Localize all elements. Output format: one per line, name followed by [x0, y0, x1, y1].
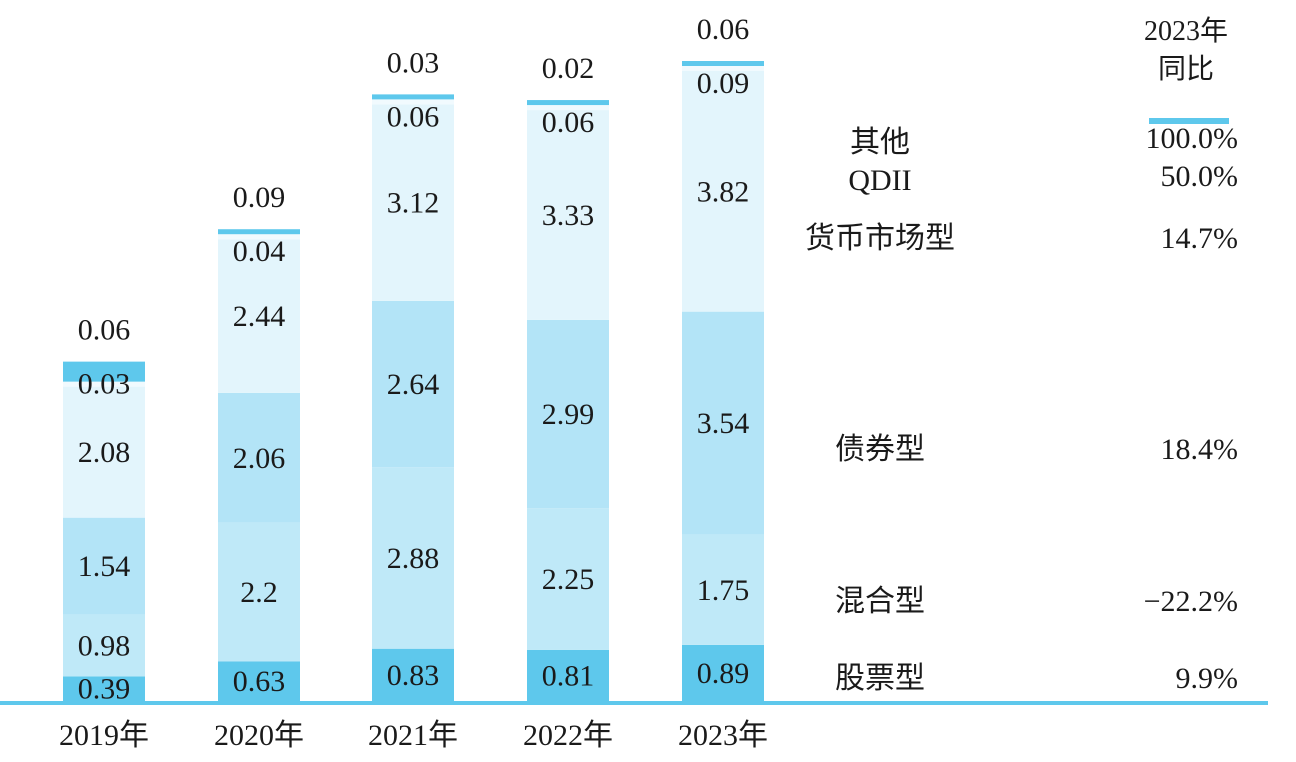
legend-label: 股票型: [835, 662, 925, 695]
data-label: 0.06: [387, 100, 440, 133]
yoy-value: 18.4%: [1161, 433, 1239, 466]
data-label: 0.81: [542, 659, 595, 692]
data-label: 3.12: [387, 187, 440, 220]
yoy-header-line1: 2023年: [1144, 15, 1228, 47]
bar-segment: [63, 614, 145, 677]
yoy-header-accent: [1149, 118, 1229, 124]
bar-segment: [527, 105, 609, 111]
bar-segment: [372, 467, 454, 649]
data-label: 2.99: [542, 398, 595, 431]
x-tick-label: 2022年: [523, 719, 613, 752]
legend: 股票型 混合型 债券型 货币市场型 QDII 其他: [805, 126, 955, 695]
data-label: 2.25: [542, 563, 595, 596]
bar-segment: [527, 508, 609, 650]
bar-segment: [218, 229, 300, 235]
yoy-value: 100.0%: [1146, 122, 1239, 155]
bar-segment: [63, 381, 145, 387]
bar-segment: [682, 311, 764, 535]
bar-segment: [527, 319, 609, 509]
x-tick-label: 2020年: [214, 719, 304, 752]
bar-segment: [682, 71, 764, 312]
data-label: 3.33: [542, 199, 595, 232]
data-label: 2.88: [387, 542, 440, 575]
data-label: 2.64: [387, 368, 440, 401]
bar-segment: [527, 649, 609, 701]
year-labels: 2019年 2020年 2021年 2022年 2023年: [59, 719, 768, 752]
legend-label: 债券型: [835, 433, 925, 466]
data-label: 2.06: [233, 442, 286, 475]
legend-label: 货币市场型: [805, 222, 955, 255]
bar-segment: [218, 392, 300, 523]
x-tick-label: 2023年: [678, 719, 768, 752]
data-label: 0.03: [387, 46, 440, 79]
bar-segment: [527, 110, 609, 320]
legend-label: QDII: [848, 164, 911, 197]
bar-segment: [682, 66, 764, 71]
data-label: 0.09: [697, 67, 750, 100]
yoy-column: 2023年 同比 9.9% −22.2% 18.4% 14.7% 50.0% 100.0%: [1144, 15, 1238, 695]
bar-segment: [218, 234, 300, 240]
data-label: 2.44: [233, 300, 286, 333]
yoy-value: 14.7%: [1161, 222, 1239, 255]
data-label: 0.63: [233, 665, 286, 698]
data-label: 0.06: [697, 13, 750, 46]
data-label: 3.82: [697, 175, 750, 208]
bar-segment: [372, 99, 454, 105]
data-label: 1.75: [697, 574, 750, 607]
legend-label: 其他: [850, 126, 910, 159]
bar-segment: [63, 676, 145, 701]
data-label: 0.03: [78, 368, 131, 401]
bar-segment: [372, 94, 454, 100]
bar-segment: [63, 386, 145, 518]
data-label: 3.54: [697, 407, 750, 440]
data-label: 0.83: [387, 659, 440, 692]
bar-segment: [372, 104, 454, 301]
bars-layer: [63, 61, 764, 701]
bar-segment: [218, 661, 300, 701]
yoy-value: −22.2%: [1144, 585, 1238, 618]
data-label: 0.39: [78, 673, 131, 706]
data-label: 0.89: [697, 657, 750, 690]
x-tick-label: 2021年: [368, 719, 458, 752]
data-label: 0.06: [542, 106, 595, 139]
bar-segment: [682, 644, 764, 701]
bar-segment: [63, 361, 145, 382]
data-label: 2.08: [78, 436, 131, 469]
yoy-header-line2: 同比: [1158, 53, 1214, 85]
data-label: 1.54: [78, 550, 131, 583]
data-label: 2.2: [240, 576, 278, 609]
data-label: 0.06: [78, 314, 131, 347]
bar-segment: [63, 517, 145, 615]
bar-segment: [372, 300, 454, 468]
data-label: 0.09: [233, 181, 286, 214]
legend-label: 混合型: [835, 585, 925, 618]
bar-segment: [372, 648, 454, 701]
yoy-value: 50.0%: [1161, 160, 1239, 193]
data-label: 0.98: [78, 630, 131, 663]
data-label: 0.02: [542, 52, 595, 85]
bar-segment: [218, 522, 300, 662]
bar-segment: [682, 534, 764, 645]
x-tick-label: 2019年: [59, 719, 149, 752]
labels-layer: 0.39 0.98 1.54 2.08 0.03 0.06 0.63 2.2 2.06 2.44 0…: [78, 13, 750, 706]
data-label: 0.04: [233, 235, 286, 268]
bar-segment: [527, 100, 609, 106]
yoy-value: 9.9%: [1176, 662, 1239, 695]
bar-segment: [682, 61, 764, 66]
bar-segment: [218, 239, 300, 393]
